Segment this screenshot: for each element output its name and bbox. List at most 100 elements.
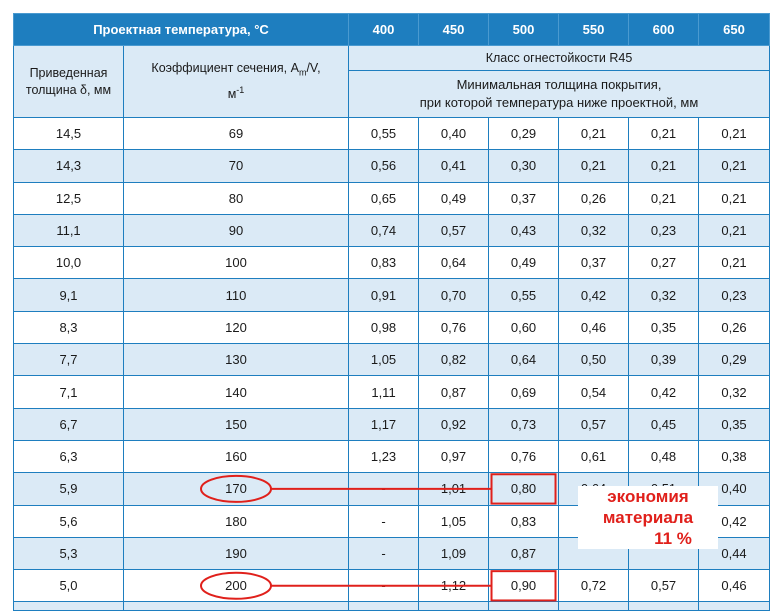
thickness-cell: 1,17	[348, 407, 420, 441]
thickness-cell: 0,43	[488, 213, 560, 248]
section-coef-cell: 140	[122, 375, 350, 409]
thickness-cell: 0,21	[698, 181, 771, 215]
thickness-cell: 0,76	[488, 439, 560, 474]
table-row: 7,7 130 1,05 0,82 0,64 0,50 0,39 0,29	[13, 343, 771, 377]
section-coef-cell: 150	[122, 407, 350, 441]
thickness-cell: 0,83	[348, 246, 420, 280]
thickness-cell: 0,21	[698, 149, 771, 183]
table-row: 7,1 140 1,11 0,87 0,69 0,54 0,42 0,32	[13, 375, 771, 409]
thickness-cell: 0,29	[698, 343, 771, 377]
section-coef-cell: 160	[122, 439, 350, 474]
coef-label-sub: m	[298, 67, 307, 78]
row-200-coef-circle	[200, 571, 273, 600]
thickness-cell: 0,57	[628, 569, 700, 603]
min-thickness-line2: при которой температура ниже проектной, …	[419, 95, 699, 110]
thickness-cell: 0,56	[348, 149, 420, 183]
table-row: 10,0 100 0,83 0,64 0,49 0,37 0,27 0,21	[13, 246, 771, 280]
table-row: 5,3 190-1,09 0,87 0,44	[13, 536, 771, 571]
thickness-cell: 1,05	[418, 504, 490, 538]
design-temp-label: Проектная температура, °С	[12, 13, 350, 46]
table-row: 11,1 90 0,74 0,57 0,43 0,32 0,23 0,21	[13, 213, 771, 248]
annotation-marks	[200, 473, 557, 602]
reduced-thickness-cell: 6,7	[13, 407, 124, 441]
thickness-cell: 0,37	[558, 246, 630, 280]
coef-label-sup: -1	[236, 84, 245, 95]
thickness-cell: -	[348, 504, 420, 538]
fire-class-label: Класс огнестойкости R45	[348, 45, 771, 71]
reduced-thickness-cell: 6,3	[13, 439, 124, 474]
section-coef-header: Коэффициент сечения, Am/V, м-1	[122, 45, 350, 118]
temp-col-600: 600	[628, 13, 700, 46]
thickness-cell: 1,09	[418, 536, 490, 571]
thickness-cell: 0,45	[628, 407, 700, 441]
reduced-thickness-cell: 7,7	[13, 343, 124, 377]
temp-col-550: 550	[558, 13, 630, 46]
thickness-cell: 0,21	[698, 246, 771, 280]
reduced-thickness-cell: 7,1	[13, 375, 124, 409]
thickness-cell: 0,21	[628, 181, 700, 215]
thickness-cell: 0,32	[698, 375, 771, 409]
thickness-cell: 0,87	[488, 536, 560, 571]
thickness-cell: 0,21	[628, 116, 700, 151]
reduced-thickness-cell: 10,0	[13, 246, 124, 280]
thickness-cell: 0,39	[628, 343, 700, 377]
reduced-thickness-cell: 9,1	[13, 278, 124, 312]
thickness-cell: 0,92	[418, 407, 490, 441]
thickness-cell: 0,98	[348, 310, 420, 345]
temp-col-650: 650	[698, 13, 771, 46]
section-coef-cell: 90	[122, 213, 350, 248]
thickness-cell: 0,60	[488, 310, 560, 345]
thickness-cell: 0,73	[488, 407, 560, 441]
reduced-thickness-cell: 11,1	[13, 213, 124, 248]
thickness-cell: 0,57	[418, 213, 490, 248]
reduced-thickness-cell: 12,5	[13, 181, 124, 215]
thickness-cell: 0,38	[698, 439, 771, 474]
reduced-thickness-cell: 8,3	[13, 310, 124, 345]
thickness-cell: 0,41	[418, 149, 490, 183]
thickness-cell: 0,35	[628, 310, 700, 345]
reduced-thickness-cell: 14,3	[13, 149, 124, 183]
savings-line3: 11 %	[654, 529, 692, 548]
reduced-thickness-cell: 5,9	[13, 472, 124, 506]
section-coef-cell: 69	[122, 116, 350, 151]
thickness-cell: 0,64	[488, 343, 560, 377]
min-thickness-line1: Минимальная толщина покрытия,	[456, 77, 662, 92]
thickness-cell: 0,26	[698, 310, 771, 345]
thickness-cell: 0,26	[558, 181, 630, 215]
thickness-cell: 0,57	[558, 407, 630, 441]
section-coef-cell: 100	[122, 246, 350, 280]
thickness-cell: 0,40	[418, 116, 490, 151]
thickness-cell: 0,29	[488, 116, 560, 151]
thickness-cell: 0,23	[628, 213, 700, 248]
section-coef-cell: 130	[122, 343, 350, 377]
thickness-cell: 0,21	[558, 116, 630, 151]
coef-label-mid: /V,	[306, 61, 321, 76]
section-coef-cell: 80	[122, 181, 350, 215]
reduced-thickness-header: Приведенная толщина δ, мм	[13, 45, 124, 118]
thickness-cell: 0,50	[558, 343, 630, 377]
savings-note: экономия материала 11 %	[578, 486, 718, 549]
subheader-row: Приведенная толщина δ, мм Коэффициент се…	[13, 45, 771, 118]
thickness-cell: 0,21	[628, 149, 700, 183]
thickness-cell: 0,64	[418, 246, 490, 280]
thickness-cell: 0,65	[348, 181, 420, 215]
header-row: Проектная температура, °С 400 450 500 55…	[12, 13, 771, 46]
section-coef-cell: 190	[122, 536, 350, 571]
thickness-cell: 0,80	[488, 472, 560, 506]
thickness-cell: 0,48	[628, 439, 700, 474]
section-coef-cell: 120	[122, 310, 350, 345]
thickness-cell: 0,72	[558, 569, 630, 603]
table-row: 14,3 70 0,56 0,41 0,30 0,21 0,21 0,21	[13, 149, 771, 183]
table-row: 14,5 69 0,55 0,40 0,29 0,21 0,21 0,21	[13, 116, 771, 151]
subheader-row-2: Минимальная толщина покрытия, при которо…	[14, 70, 771, 118]
savings-line1: экономия	[607, 487, 689, 506]
thickness-cell: 0,87	[418, 375, 490, 409]
thickness-cell: 0,27	[628, 246, 700, 280]
thickness-cell: 0,76	[418, 310, 490, 345]
thickness-cell: 0,82	[418, 343, 490, 377]
thickness-cell: 0,46	[558, 310, 630, 345]
row-170-value-box	[490, 473, 557, 505]
reduced-thickness-cell: 5,0	[13, 569, 124, 603]
thickness-cell: 0,46	[698, 569, 771, 603]
